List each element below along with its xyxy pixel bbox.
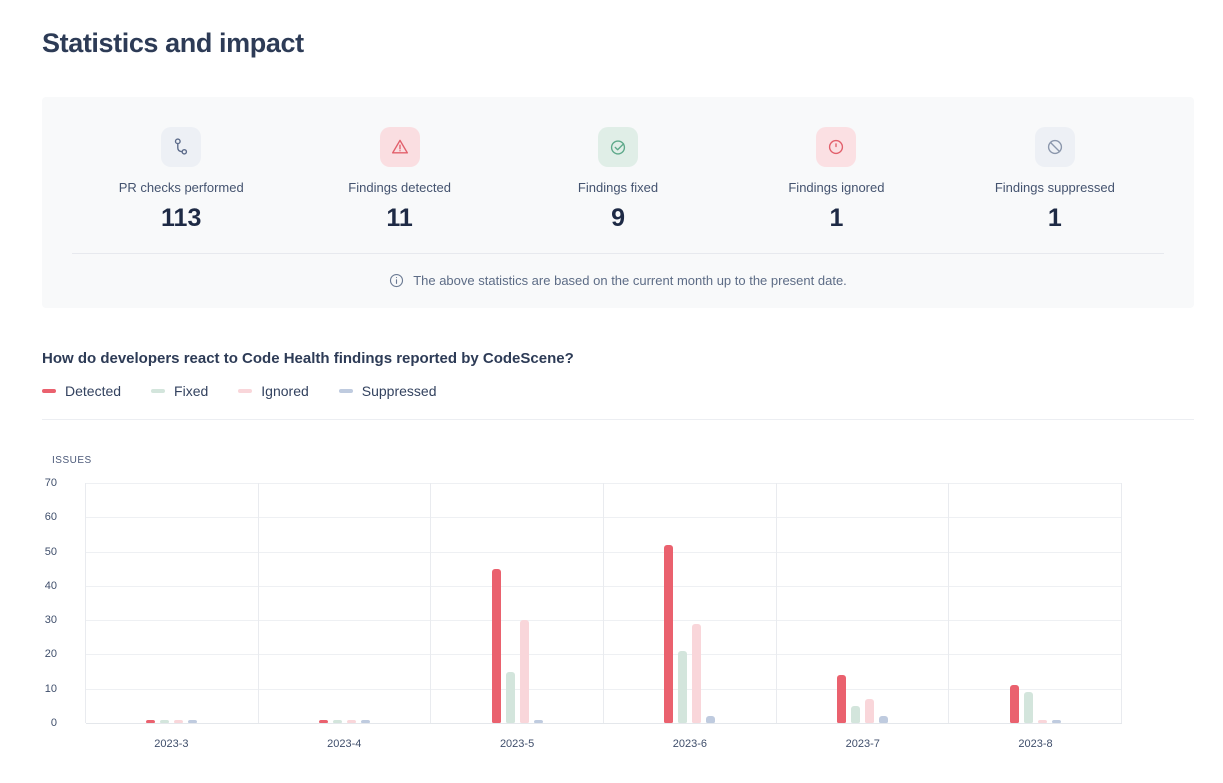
legend-item-suppressed[interactable]: Suppressed [338, 383, 437, 399]
bar-suppressed-2023-4[interactable] [361, 719, 370, 723]
bar-suppressed-2023-6[interactable] [706, 716, 716, 723]
bar-ignored-2023-8[interactable] [1037, 719, 1047, 723]
x-axis-tick-label: 2023-5 [499, 738, 535, 750]
y-axis-tick-label: 10 [44, 682, 57, 695]
stat-value: 1 [829, 204, 844, 232]
bar-suppressed-2023-7[interactable] [879, 716, 889, 723]
bar-group-2023-3 [86, 483, 259, 723]
bar-suppressed-2023-8[interactable] [1051, 719, 1061, 723]
y-axis-tick-label: 50 [44, 545, 57, 558]
x-axis-tick-label: 2023-6 [672, 738, 708, 750]
bar-group-2023-6 [604, 483, 777, 723]
bar-fixed-2023-5[interactable] [505, 671, 515, 723]
y-axis-tick-label: 30 [44, 614, 57, 627]
bar-detected-2023-5[interactable] [491, 568, 501, 723]
stat-label: Findings fixed [577, 180, 659, 195]
y-axis-tick-label: 60 [44, 511, 57, 524]
legend-swatch-icon [238, 389, 253, 393]
y-axis-tick-label: 70 [44, 477, 57, 489]
bar-ignored-2023-6[interactable] [692, 623, 702, 723]
bar-group-2023-8 [949, 483, 1123, 723]
bar-ignored-2023-7[interactable] [865, 699, 875, 723]
bar-ignored-2023-4[interactable] [347, 719, 356, 723]
bar-suppressed-2023-3[interactable] [188, 719, 198, 723]
alert-circle-icon [816, 127, 857, 167]
x-axis-tick-label: 2023-3 [154, 738, 189, 750]
stat-findings-ignored: Findings ignored 1 [727, 127, 945, 233]
legend-label: Suppressed [361, 383, 437, 399]
x-axis-tick-label: 2023-7 [845, 738, 880, 750]
stat-label: Findings detected [348, 180, 451, 195]
stat-pr-checks-performed: PR checks performed 113 [72, 127, 290, 233]
bar-fixed-2023-7[interactable] [851, 705, 861, 723]
legend-label: Ignored [261, 383, 309, 399]
chart-plot-area: 70 60 50 40 30 20 10 0 [45, 477, 1123, 729]
legend-item-ignored[interactable]: Ignored [238, 383, 309, 399]
info-icon [390, 273, 404, 288]
chart-legend: Detected Fixed Ignored Suppressed [42, 383, 1194, 399]
legend-swatch-icon [42, 389, 56, 393]
check-circle-icon [598, 127, 639, 167]
bar-group-2023-4 [259, 483, 432, 723]
stat-value: 11 [386, 204, 413, 232]
stat-value: 1 [1047, 204, 1062, 232]
bar-suppressed-2023-5[interactable] [533, 719, 543, 723]
stat-findings-fixed: Findings fixed 9 [509, 127, 727, 233]
bar-detected-2023-8[interactable] [1009, 685, 1019, 723]
stats-note: The above statistics are based on the cu… [72, 273, 1164, 288]
bar-ignored-2023-3[interactable] [174, 719, 184, 723]
x-axis-tick-label: 2023-8 [1018, 738, 1053, 750]
gridline [86, 723, 1122, 724]
ban-circle-icon [1034, 127, 1075, 167]
bar-detected-2023-7[interactable] [837, 675, 847, 723]
y-axis-tick-label: 0 [50, 717, 57, 729]
legend-item-fixed[interactable]: Fixed [151, 383, 208, 399]
bar-group-2023-7 [777, 483, 950, 723]
stat-label: PR checks performed [118, 180, 244, 195]
panel-divider [72, 253, 1164, 254]
statistics-page: Statistics and impact PR checks performe… [42, 28, 1194, 750]
bar-fixed-2023-6[interactable] [678, 651, 688, 723]
stat-findings-suppressed: Findings suppressed 1 [946, 127, 1164, 233]
legend-item-detected[interactable]: Detected [42, 383, 121, 399]
bar-group-2023-5 [431, 483, 605, 723]
stat-value: 9 [611, 204, 625, 232]
bar-detected-2023-3[interactable] [146, 719, 156, 723]
stat-label: Findings suppressed [994, 180, 1115, 195]
pr-branch-icon [161, 127, 202, 167]
chart-section-heading: How do developers react to Code Health f… [42, 350, 574, 367]
bar-fixed-2023-8[interactable] [1023, 692, 1033, 723]
legend-swatch-icon [151, 389, 166, 393]
x-axis-labels: 2023-3 2023-4 2023-5 2023-6 2023-7 2023-8 [85, 738, 1122, 750]
warning-triangle-icon [379, 127, 420, 167]
y-axis-tick-label: 40 [44, 579, 57, 592]
legend-label: Fixed [174, 383, 209, 399]
bar-detected-2023-4[interactable] [319, 719, 328, 723]
stats-row: PR checks performed 113 Findings detected 1… [72, 127, 1164, 233]
y-axis-tick-label: 20 [44, 648, 57, 661]
stats-panel: PR checks performed 113 Findings detected 1… [42, 97, 1194, 308]
bar-fixed-2023-4[interactable] [333, 719, 342, 723]
bar-ignored-2023-5[interactable] [519, 620, 529, 723]
y-axis-labels: 70 60 50 40 30 20 10 0 [43, 477, 57, 729]
stats-note-text: The above statistics are based on the cu… [413, 273, 847, 288]
section-divider [42, 419, 1194, 420]
bar-detected-2023-6[interactable] [664, 544, 674, 723]
x-axis-tick-label: 2023-4 [327, 738, 362, 750]
issues-bar-chart: ISSUES 70 60 50 40 30 20 10 0 2023-3 2023-4 2023-… [42, 455, 1194, 750]
stat-value: 113 [161, 204, 202, 232]
legend-swatch-icon [338, 389, 353, 393]
legend-label: Detected [65, 383, 122, 399]
page-title: Statistics and impact [42, 28, 304, 58]
bar-fixed-2023-3[interactable] [160, 719, 170, 723]
y-axis-title: ISSUES [52, 455, 92, 466]
stat-findings-detected: Findings detected 11 [290, 127, 508, 233]
stat-label: Findings ignored [788, 180, 885, 195]
plot-groups [86, 483, 1123, 723]
